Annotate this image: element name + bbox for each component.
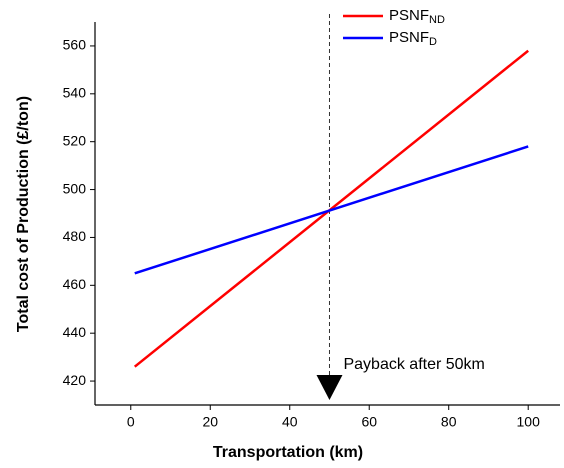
y-tick-label: 540 bbox=[63, 85, 87, 101]
y-tick-label: 500 bbox=[63, 180, 87, 196]
x-tick-label: 60 bbox=[361, 414, 377, 430]
x-tick-label: 40 bbox=[282, 414, 298, 430]
legend-label: PSNFND bbox=[389, 7, 445, 26]
x-tick-label: 100 bbox=[517, 414, 541, 430]
y-tick-label: 440 bbox=[63, 324, 87, 340]
y-tick-label: 460 bbox=[63, 276, 87, 292]
legend-name: PSNF bbox=[389, 29, 429, 46]
y-axis-label: Total cost of Production (£/ton) bbox=[15, 96, 32, 332]
x-tick-label: 80 bbox=[441, 414, 457, 430]
y-tick-label: 560 bbox=[63, 37, 87, 53]
data-line bbox=[134, 145, 529, 275]
x-tick-label: 20 bbox=[202, 414, 218, 430]
payback-arrow bbox=[316, 375, 343, 400]
y-tick-label: 480 bbox=[63, 228, 87, 244]
legend-subscript: D bbox=[429, 36, 437, 48]
y-tick-label: 420 bbox=[63, 372, 87, 388]
x-axis-label: Transportation (km) bbox=[213, 444, 363, 461]
legend-subscript: ND bbox=[429, 14, 445, 26]
y-tick-label: 520 bbox=[63, 132, 87, 148]
annotation: Payback after 50km bbox=[343, 356, 484, 373]
x-tick-label: 0 bbox=[127, 414, 135, 430]
legend-name: PSNF bbox=[389, 7, 429, 24]
legend-label: PSNFD bbox=[389, 29, 437, 48]
